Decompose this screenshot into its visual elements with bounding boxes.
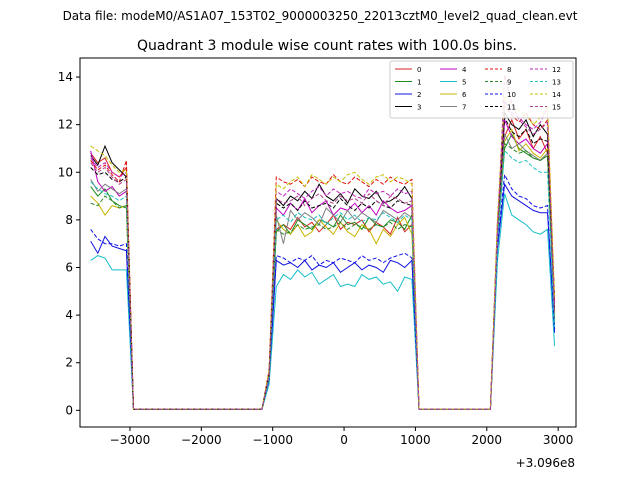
y-tick-label: 0 <box>65 403 73 417</box>
series-line-14 <box>90 94 556 410</box>
x-tick-label: 2000 <box>472 433 503 447</box>
x-tick-label: −3000 <box>110 433 151 447</box>
legend-label-12: 12 <box>552 66 561 74</box>
series-line-4 <box>90 119 556 410</box>
x-tick-label: 3000 <box>543 433 574 447</box>
series-line-3 <box>90 111 556 410</box>
series-line-1 <box>90 133 556 410</box>
legend-label-6: 6 <box>462 91 467 99</box>
legend-label-11: 11 <box>507 104 516 112</box>
legend-label-2: 2 <box>417 91 421 99</box>
y-axis: 0 2 4 6 8 10 12 14 <box>58 70 80 417</box>
series-line-6 <box>90 128 556 410</box>
series-line-0 <box>90 118 556 410</box>
series-line-8 <box>90 104 556 410</box>
legend-label-0: 0 <box>417 66 421 74</box>
x-tick-label: −1000 <box>252 433 293 447</box>
y-tick-label: 4 <box>65 308 73 322</box>
x-tick-label: 0 <box>340 433 348 447</box>
legend-label-9: 9 <box>507 79 511 87</box>
legend-label-7: 7 <box>462 104 466 112</box>
y-tick-label: 2 <box>65 356 73 370</box>
x-axis: −3000 −2000 −1000 0 1000 2000 3000 <box>110 427 574 447</box>
series-line-10 <box>90 172 556 410</box>
legend-box <box>389 60 574 119</box>
y-tick-label: 6 <box>65 260 73 274</box>
axes-frame <box>79 57 577 428</box>
series-line-2 <box>90 182 556 410</box>
legend-label-3: 3 <box>417 104 421 112</box>
chart-title: Quadrant 3 module wise count rates with … <box>137 38 517 54</box>
legend-label-5: 5 <box>462 79 466 87</box>
y-tick-label: 14 <box>58 70 73 84</box>
series-line-5 <box>90 193 556 410</box>
x-tick-label: −2000 <box>181 433 222 447</box>
series-line-7 <box>90 132 556 410</box>
x-offset-label: +3.096e8 <box>516 456 575 470</box>
legend-label-4: 4 <box>462 66 467 74</box>
series-line-15 <box>90 74 556 410</box>
legend-label-15: 15 <box>552 104 561 112</box>
legend-label-14: 14 <box>552 91 561 99</box>
figure-suptitle: Data file: modeM0/AS1A07_153T02_90000032… <box>63 9 578 23</box>
x-tick-label: 1000 <box>400 433 431 447</box>
series-line-12 <box>90 99 556 410</box>
y-tick-label: 10 <box>58 165 73 179</box>
legend-label-10: 10 <box>507 91 516 99</box>
legend-label-13: 13 <box>552 79 561 87</box>
y-tick-label: 8 <box>65 213 73 227</box>
plot-area <box>90 74 556 410</box>
y-tick-label: 12 <box>58 118 73 132</box>
legend-label-1: 1 <box>417 79 421 87</box>
legend-label-8: 8 <box>507 66 511 74</box>
